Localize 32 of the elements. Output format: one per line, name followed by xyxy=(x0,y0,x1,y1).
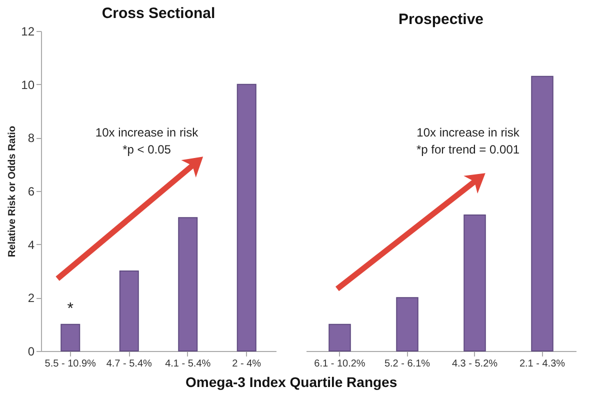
x-tick-label: 5.2 - 6.1% xyxy=(384,358,430,370)
bar xyxy=(531,76,554,352)
bar xyxy=(464,214,486,352)
bar xyxy=(236,84,256,352)
bar xyxy=(328,324,351,352)
x-tick-label: 2 - 4% xyxy=(232,358,262,370)
bar xyxy=(178,217,198,352)
x-axis-title: Omega-3 Index Quartile Ranges xyxy=(186,374,398,390)
chart-title: Cross Sectional xyxy=(102,5,216,22)
x-tick-label: 4.1 - 5.4% xyxy=(165,358,211,370)
annotation: *p < 0.05 xyxy=(122,142,172,157)
bar xyxy=(396,297,418,352)
annotation: *p for trend = 0.001 xyxy=(416,142,520,157)
y-axis-title: Relative Risk or Odds Ratio xyxy=(7,126,18,258)
chart-title: Prospective xyxy=(398,11,484,28)
y-tick-label: 10 xyxy=(21,78,35,92)
x-tick-label: 6.1 - 10.2% xyxy=(314,358,366,370)
y-tick-label: 12 xyxy=(21,24,35,38)
bar xyxy=(119,270,139,352)
annotation: * xyxy=(67,300,74,318)
x-tick-label: 4.7 - 5.4% xyxy=(106,358,152,370)
bar xyxy=(60,324,80,352)
x-tick-label: 5.5 - 10.9% xyxy=(44,358,96,370)
x-tick-label: 2.1 - 4.3% xyxy=(519,358,566,370)
x-tick-label: 4.3 - 5.2% xyxy=(452,358,498,370)
y-tick-label: 0 xyxy=(28,344,35,358)
annotation: 10x increase in risk xyxy=(95,125,200,140)
y-tick-label: 2 xyxy=(28,291,35,306)
y-tick-label: 6 xyxy=(28,184,35,198)
y-tick-label: 4 xyxy=(28,238,35,252)
y-tick-label: 8 xyxy=(28,131,35,146)
annotation: 10x increase in risk xyxy=(416,125,520,140)
